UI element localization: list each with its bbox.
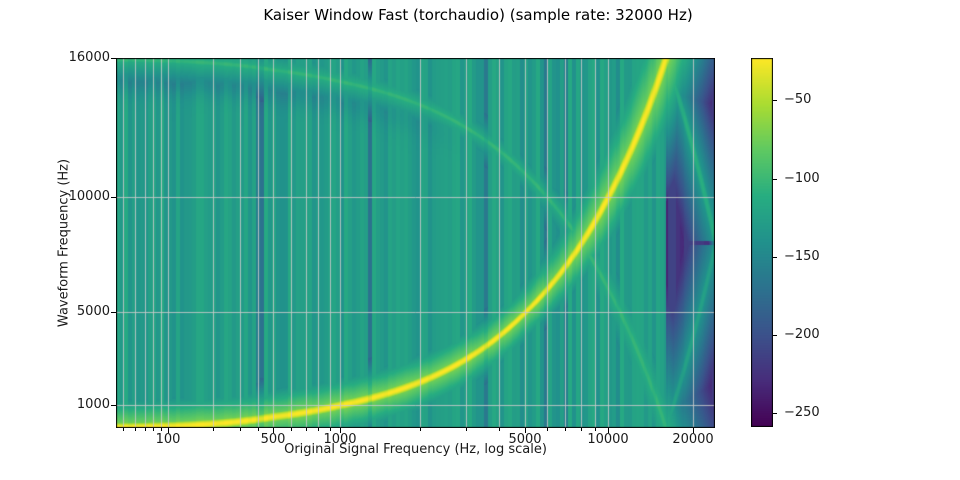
x-minor-tick-mark bbox=[153, 428, 154, 431]
x-tick-label: 10000 bbox=[587, 432, 629, 447]
y-axis-label: Waveform Frequency (Hz) bbox=[56, 158, 72, 328]
chart-title: Kaiser Window Fast (torchaudio) (sample … bbox=[263, 6, 693, 24]
x-minor-tick-mark bbox=[420, 428, 421, 431]
x-minor-tick-mark bbox=[547, 428, 548, 431]
x-minor-tick-mark bbox=[258, 428, 259, 431]
x-minor-tick-mark bbox=[161, 428, 162, 431]
colorbar-canvas bbox=[751, 58, 773, 427]
x-tick-mark bbox=[693, 428, 694, 433]
colorbar-tick-mark bbox=[773, 179, 777, 180]
colorbar-tick-label: −200 bbox=[784, 327, 820, 342]
x-minor-tick-mark bbox=[466, 428, 467, 431]
x-minor-tick-mark bbox=[240, 428, 241, 431]
x-minor-tick-mark bbox=[499, 428, 500, 431]
y-tick-label: 1000 bbox=[76, 397, 110, 412]
x-tick-mark bbox=[340, 428, 341, 433]
x-minor-tick-mark bbox=[595, 428, 596, 431]
y-tick-label: 5000 bbox=[76, 304, 110, 319]
x-minor-tick-mark bbox=[135, 428, 136, 431]
x-minor-tick-mark bbox=[123, 428, 124, 431]
x-minor-tick-mark bbox=[581, 428, 582, 431]
x-minor-tick-mark bbox=[306, 428, 307, 431]
colorbar-tick-label: −250 bbox=[784, 405, 820, 420]
heatmap-canvas bbox=[116, 58, 715, 428]
colorbar-tick-label: −50 bbox=[784, 92, 812, 107]
x-tick-mark bbox=[273, 428, 274, 433]
y-tick-label: 16000 bbox=[68, 50, 110, 65]
x-tick-label: 100 bbox=[155, 432, 181, 447]
y-tick-label: 10000 bbox=[68, 189, 110, 204]
colorbar-tick-mark bbox=[773, 335, 777, 336]
colorbar-tick-label: −100 bbox=[784, 171, 820, 186]
x-minor-tick-mark bbox=[330, 428, 331, 431]
x-tick-mark bbox=[608, 428, 609, 433]
y-tick-mark bbox=[111, 58, 116, 59]
x-minor-tick-mark bbox=[318, 428, 319, 431]
colorbar-tick-mark bbox=[773, 257, 777, 258]
y-tick-mark bbox=[111, 405, 116, 406]
x-axis-label: Original Signal Frequency (Hz, log scale… bbox=[284, 442, 547, 457]
x-minor-tick-mark bbox=[145, 428, 146, 431]
x-tick-label: 5000 bbox=[508, 432, 542, 447]
x-tick-label: 500 bbox=[260, 432, 286, 447]
colorbar-tick-mark bbox=[773, 413, 777, 414]
x-minor-tick-mark bbox=[565, 428, 566, 431]
x-tick-mark bbox=[525, 428, 526, 433]
x-tick-mark bbox=[168, 428, 169, 433]
x-tick-label: 1000 bbox=[323, 432, 357, 447]
x-minor-tick-mark bbox=[213, 428, 214, 431]
colorbar-tick-mark bbox=[773, 100, 777, 101]
x-tick-label: 20000 bbox=[672, 432, 714, 447]
x-minor-tick-mark bbox=[291, 428, 292, 431]
y-tick-mark bbox=[111, 197, 116, 198]
y-tick-mark bbox=[111, 312, 116, 313]
colorbar bbox=[751, 58, 773, 427]
plot-area bbox=[116, 58, 715, 428]
colorbar-tick-label: −150 bbox=[784, 249, 820, 264]
